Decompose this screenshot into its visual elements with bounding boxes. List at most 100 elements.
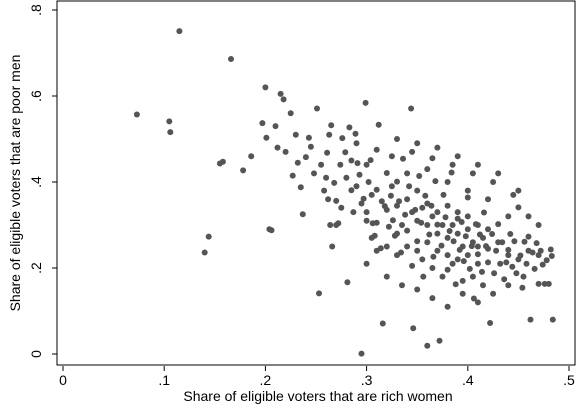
data-point xyxy=(487,320,494,326)
data-point xyxy=(358,200,365,207)
plot-frame xyxy=(56,0,576,366)
data-point xyxy=(479,268,485,275)
x-tick-label: .3 xyxy=(361,372,373,388)
data-point xyxy=(469,170,476,177)
data-point xyxy=(404,243,411,250)
data-point xyxy=(420,273,427,280)
data-point xyxy=(302,154,309,161)
data-point xyxy=(493,247,500,254)
data-point xyxy=(346,124,353,131)
data-point xyxy=(429,213,436,220)
data-point xyxy=(515,256,522,263)
data-point xyxy=(248,153,255,160)
data-point xyxy=(434,221,441,228)
data-point xyxy=(356,171,363,178)
data-point xyxy=(305,134,312,141)
data-point xyxy=(358,350,365,357)
data-point xyxy=(333,197,340,204)
data-point xyxy=(429,155,436,162)
data-point xyxy=(424,239,431,246)
data-point xyxy=(337,161,344,168)
data-point xyxy=(535,280,542,287)
data-point xyxy=(533,240,540,247)
data-point xyxy=(404,227,411,234)
data-point xyxy=(545,280,552,287)
data-point xyxy=(328,122,335,129)
data-point xyxy=(363,217,370,224)
data-point xyxy=(410,325,417,332)
data-point xyxy=(521,238,528,245)
data-point xyxy=(280,96,287,103)
data-point xyxy=(449,222,456,228)
data-point xyxy=(505,282,512,289)
data-point xyxy=(394,178,400,185)
data-point xyxy=(539,261,546,268)
data-point xyxy=(485,226,491,233)
data-point xyxy=(228,56,234,62)
data-point xyxy=(535,252,542,259)
data-point xyxy=(327,222,334,228)
data-point xyxy=(454,215,461,222)
y-tick-label: .4 xyxy=(28,176,44,188)
data-point xyxy=(274,144,281,151)
data-point xyxy=(400,155,406,162)
data-point xyxy=(419,204,426,211)
data-point xyxy=(440,191,447,198)
data-point xyxy=(444,202,451,209)
data-point xyxy=(408,105,415,112)
data-point xyxy=(339,135,346,142)
data-point xyxy=(429,295,436,302)
data-point xyxy=(490,179,497,185)
data-point xyxy=(523,260,530,267)
data-point xyxy=(520,273,527,280)
data-point xyxy=(464,213,471,220)
data-point xyxy=(509,263,516,270)
data-point xyxy=(402,211,409,218)
data-point xyxy=(454,209,461,216)
data-point xyxy=(363,161,370,168)
x-axis-title: Share of eligible voters that are rich w… xyxy=(183,388,452,404)
data-point xyxy=(452,281,459,288)
data-point xyxy=(353,183,360,190)
data-point xyxy=(409,262,416,269)
data-point xyxy=(505,213,512,220)
data-point xyxy=(414,247,421,254)
data-point xyxy=(324,149,331,156)
data-point xyxy=(321,187,328,194)
data-point xyxy=(434,247,441,254)
data-point xyxy=(414,217,421,224)
data-point xyxy=(495,239,502,246)
data-point xyxy=(474,243,481,250)
data-point xyxy=(353,140,360,147)
data-point xyxy=(219,158,226,165)
data-point xyxy=(491,270,498,277)
data-point xyxy=(513,270,520,277)
data-point xyxy=(404,170,411,177)
data-point xyxy=(354,160,361,167)
data-point xyxy=(464,252,471,259)
data-point xyxy=(454,230,461,237)
data-point xyxy=(469,273,476,280)
data-point xyxy=(404,196,411,203)
data-point xyxy=(294,159,301,166)
data-point xyxy=(464,187,471,194)
data-point xyxy=(394,136,400,142)
data-point xyxy=(525,213,532,220)
data-point xyxy=(362,99,369,106)
data-point xyxy=(515,204,522,211)
data-point xyxy=(373,247,380,254)
data-point xyxy=(495,170,502,177)
data-point xyxy=(373,219,380,226)
y-tick-label: .2 xyxy=(28,262,44,274)
data-point xyxy=(307,143,314,150)
data-point xyxy=(338,204,345,211)
data-point xyxy=(287,110,294,117)
data-point xyxy=(424,166,431,173)
data-point xyxy=(323,174,330,181)
data-point xyxy=(205,233,212,240)
data-point xyxy=(503,259,510,266)
data-point xyxy=(547,246,554,253)
data-point xyxy=(375,121,382,128)
data-point xyxy=(318,161,325,168)
data-point xyxy=(541,280,548,287)
